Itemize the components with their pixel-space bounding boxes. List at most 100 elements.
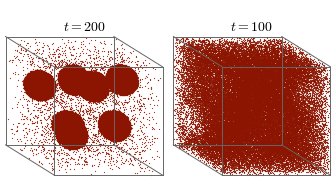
Point bbox=[60, 127, 66, 130]
Point bbox=[75, 139, 80, 142]
Point bbox=[90, 93, 95, 96]
Point bbox=[310, 96, 315, 99]
Point bbox=[278, 148, 284, 151]
Point bbox=[255, 56, 261, 59]
Point bbox=[219, 81, 225, 84]
Point bbox=[27, 73, 33, 76]
Point bbox=[212, 144, 217, 147]
Point bbox=[106, 72, 111, 75]
Point bbox=[292, 95, 298, 98]
Point bbox=[75, 143, 80, 146]
Point bbox=[43, 93, 49, 96]
Point bbox=[216, 98, 221, 101]
Point bbox=[72, 69, 77, 72]
Point bbox=[50, 120, 55, 123]
Point bbox=[79, 67, 84, 70]
Point bbox=[237, 82, 242, 85]
Point bbox=[254, 86, 259, 89]
Point bbox=[311, 99, 317, 102]
Point bbox=[272, 94, 278, 97]
Point bbox=[105, 132, 110, 135]
Point bbox=[25, 87, 30, 90]
Point bbox=[105, 146, 111, 149]
Point bbox=[109, 120, 114, 123]
Point bbox=[116, 71, 122, 74]
Point bbox=[67, 76, 72, 79]
Point bbox=[255, 67, 261, 70]
Point bbox=[70, 126, 75, 129]
Point bbox=[256, 88, 261, 91]
Point bbox=[31, 56, 36, 59]
Point bbox=[292, 158, 297, 161]
Point bbox=[64, 120, 69, 123]
Point bbox=[208, 56, 214, 59]
Point bbox=[118, 81, 123, 84]
Point bbox=[114, 73, 119, 76]
Point bbox=[78, 79, 84, 82]
Point bbox=[76, 132, 81, 135]
Point bbox=[59, 133, 65, 136]
Point bbox=[58, 68, 64, 71]
Point bbox=[129, 86, 135, 89]
Point bbox=[34, 93, 40, 96]
Point bbox=[303, 157, 308, 160]
Point bbox=[38, 83, 43, 86]
Point bbox=[110, 130, 115, 133]
Point bbox=[64, 120, 69, 123]
Point bbox=[275, 103, 280, 106]
Point bbox=[308, 74, 313, 77]
Point bbox=[257, 119, 263, 122]
Point bbox=[203, 38, 208, 41]
Point bbox=[73, 77, 78, 80]
Point bbox=[277, 107, 282, 110]
Point bbox=[71, 122, 77, 125]
Point bbox=[67, 112, 72, 115]
Point bbox=[82, 75, 87, 78]
Point bbox=[210, 79, 216, 82]
Point bbox=[47, 87, 52, 90]
Point bbox=[219, 145, 225, 148]
Point bbox=[226, 60, 232, 63]
Point bbox=[96, 127, 102, 130]
Point bbox=[62, 84, 67, 87]
Point bbox=[57, 127, 63, 130]
Point bbox=[203, 141, 208, 144]
Point bbox=[207, 108, 213, 112]
Point bbox=[67, 122, 72, 125]
Point bbox=[253, 154, 258, 157]
Point bbox=[91, 88, 97, 91]
Point bbox=[204, 59, 209, 62]
Point bbox=[61, 109, 67, 112]
Point bbox=[189, 110, 195, 113]
Point bbox=[221, 93, 226, 96]
Point bbox=[217, 62, 222, 65]
Point bbox=[38, 88, 43, 91]
Point bbox=[253, 105, 258, 108]
Point bbox=[104, 81, 110, 84]
Point bbox=[263, 112, 269, 115]
Point bbox=[209, 112, 215, 115]
Point bbox=[82, 88, 87, 91]
Point bbox=[89, 88, 95, 91]
Point bbox=[93, 85, 98, 88]
Point bbox=[207, 129, 212, 132]
Point bbox=[77, 122, 83, 125]
Point bbox=[257, 113, 263, 116]
Point bbox=[195, 149, 201, 152]
Point bbox=[64, 74, 69, 77]
Point bbox=[264, 125, 269, 128]
Point bbox=[200, 70, 205, 74]
Point bbox=[55, 132, 61, 135]
Point bbox=[250, 131, 255, 134]
Point bbox=[268, 67, 273, 70]
Point bbox=[61, 86, 67, 89]
Point bbox=[42, 89, 47, 92]
Point bbox=[71, 130, 76, 133]
Point bbox=[76, 138, 81, 141]
Point bbox=[76, 116, 81, 119]
Point bbox=[251, 125, 256, 128]
Point bbox=[78, 137, 84, 140]
Point bbox=[243, 129, 248, 132]
Point bbox=[119, 123, 124, 126]
Point bbox=[306, 91, 312, 94]
